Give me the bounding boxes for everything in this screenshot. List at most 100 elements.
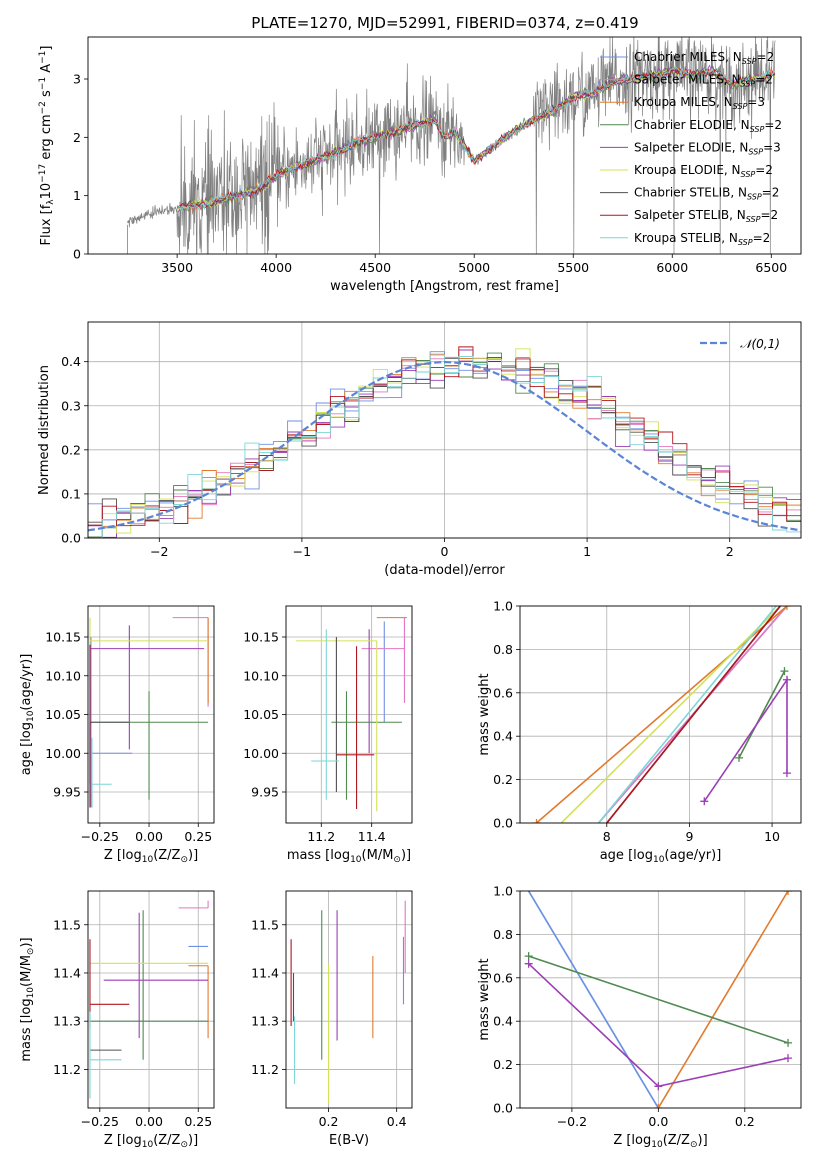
grid-lines xyxy=(88,606,214,823)
weight-line-8 xyxy=(597,606,777,823)
axes-frame xyxy=(87,605,215,824)
y-tick-label: 10.05 xyxy=(45,707,81,722)
model-line-7 xyxy=(176,67,776,211)
y-tick-label: 1.0 xyxy=(493,884,513,899)
plot-area xyxy=(296,617,407,812)
y-tick-label: 0.8 xyxy=(493,642,513,657)
weight-marker-2 xyxy=(532,819,541,823)
weight-marker-4 xyxy=(700,797,709,806)
weight-line-3 xyxy=(738,670,786,759)
y-tick-label: 10.00 xyxy=(243,746,279,761)
gaussian-legend-label: 𝒩(0,1) xyxy=(740,337,780,351)
y-tick-label: 0 xyxy=(73,247,81,262)
legend-label-4: Salpeter ELODIE, NSSP=3 xyxy=(634,140,781,156)
x-tick-label: 11.2 xyxy=(307,829,335,844)
x-tick-label: 6000 xyxy=(656,260,688,275)
weight-marker-3 xyxy=(524,952,533,961)
plot-area xyxy=(524,891,793,1108)
y-tick-label: 11.4 xyxy=(251,965,279,980)
x-tick-label: 5500 xyxy=(557,260,589,275)
model-line-3 xyxy=(177,65,776,213)
x-tick-label: 4500 xyxy=(359,260,391,275)
model-line-8 xyxy=(177,65,776,213)
y-tick-label: 10.15 xyxy=(45,630,81,645)
x-tick-label: 0.0 xyxy=(648,1114,668,1129)
y-tick-label: 0.0 xyxy=(61,531,81,546)
x-axis-label: wavelength [Angstrom, rest frame] xyxy=(330,279,559,294)
x-tick-label: 0.2 xyxy=(319,1114,339,1129)
panel-weight_vs_age: 8 9 10 0.0 0.2 0.4 0.6 0.8 1.0 age [log10(age/yr)… xyxy=(477,599,802,865)
x-tick-label: 6500 xyxy=(755,260,787,275)
axes-frame xyxy=(87,890,215,1109)
plot-area xyxy=(290,900,406,1104)
y-tick-label: 11.5 xyxy=(251,917,279,932)
y-tick-label: 1.0 xyxy=(493,599,513,614)
x-axis-label: age [log10(age/yr)] xyxy=(600,848,722,865)
x-tick-label: 0.2 xyxy=(735,1114,755,1129)
figure-title: PLATE=1270, MJD=52991, FIBERID=0374, z=0… xyxy=(251,14,638,32)
legend-label-2: Kroupa MILES, NSSP=3 xyxy=(634,95,765,111)
weight-marker-4 xyxy=(524,959,533,968)
y-tick-label: 0.4 xyxy=(493,729,513,744)
y-tick-label: 11.5 xyxy=(53,917,81,932)
x-tick-label: 5000 xyxy=(458,260,490,275)
weight-marker-3 xyxy=(780,667,789,676)
legend-label-1: Salpeter MILES, NSSP=2 xyxy=(634,73,773,89)
x-axis-label: E(B-V) xyxy=(329,1133,369,1148)
y-axis-label: Flux [fλ10−17 erg cm−2 s−1 A−1] xyxy=(38,46,56,246)
y-tick-label: 3 xyxy=(73,72,81,87)
y-tick-label: 11.4 xyxy=(53,965,81,980)
grid-lines xyxy=(88,891,214,1108)
y-tick-label: 10.10 xyxy=(45,668,81,683)
grid-lines xyxy=(286,891,412,1108)
legend-label-3: Chabrier ELODIE, NSSP=2 xyxy=(634,118,782,134)
x-tick-label: −0.25 xyxy=(81,829,119,844)
weight-marker-2 xyxy=(654,1104,663,1108)
axes-frame xyxy=(519,890,802,1109)
y-tick-label: 1 xyxy=(73,188,81,203)
y-tick-label: 0.8 xyxy=(493,927,513,942)
weight-line-2 xyxy=(657,891,789,1108)
panel-mass_vs_EBV: 0.2 0.4 11.2 11.3 11.4 11.5 E(B-V) xyxy=(251,890,413,1148)
grid-lines xyxy=(286,606,412,823)
panel-age_vs_Z: −0.25 0.00 0.25 9.95 10.00 10.05 10.10 10.15 Z [… xyxy=(19,605,215,865)
y-tick-label: 9.95 xyxy=(251,785,279,800)
x-tick-label: 0.00 xyxy=(135,829,163,844)
axes-frame xyxy=(87,36,802,255)
x-tick-label: 8 xyxy=(603,829,611,844)
x-axis-label: Z [log10(Z/Z⊙)] xyxy=(104,848,198,865)
weight-marker-3 xyxy=(735,753,744,762)
x-tick-label: 0 xyxy=(441,544,449,559)
x-axis-label: (data-model)/error xyxy=(384,563,505,578)
y-tick-label: 11.2 xyxy=(251,1062,279,1077)
y-tick-label: 0.1 xyxy=(61,486,81,501)
y-tick-label: 0.3 xyxy=(61,398,81,413)
weight-marker-3 xyxy=(784,1038,793,1047)
weight-line-2 xyxy=(535,606,788,823)
axes-frame xyxy=(519,605,802,824)
axes-frame xyxy=(285,605,413,824)
x-axis-label: mass [log10(M/M⊙)] xyxy=(287,848,411,865)
y-tick-label: 10.00 xyxy=(45,746,81,761)
x-tick-label: 0.4 xyxy=(387,1114,407,1129)
x-axis-label: Z [log10(Z/Z⊙)] xyxy=(613,1133,707,1150)
weight-marker-2 xyxy=(784,891,793,895)
x-tick-label: 2 xyxy=(726,544,734,559)
x-tick-label: 0.00 xyxy=(135,1114,163,1129)
weight-line-5 xyxy=(560,606,781,823)
y-tick-label: 0.4 xyxy=(493,1014,513,1029)
y-tick-label: 0.4 xyxy=(61,354,81,369)
panel-weight_vs_Z: −0.2 0.0 0.2 0.0 0.2 0.4 0.6 0.8 1.0 Z [log10(Z/Z… xyxy=(477,884,802,1150)
weight-marker-4 xyxy=(654,1082,663,1091)
y-tick-label: 0.0 xyxy=(493,816,513,831)
weight-line-0 xyxy=(527,891,659,1108)
y-tick-label: 11.2 xyxy=(53,1062,81,1077)
x-tick-label: −1 xyxy=(293,544,311,559)
y-tick-label: 10.05 xyxy=(243,707,279,722)
y-tick-label: 0.2 xyxy=(61,442,81,457)
x-tick-label: 4000 xyxy=(260,260,292,275)
y-axis-label: age [log10(age/yr)] xyxy=(19,654,36,776)
y-axis-label: mass weight xyxy=(477,958,492,1040)
plot-area xyxy=(127,37,776,254)
